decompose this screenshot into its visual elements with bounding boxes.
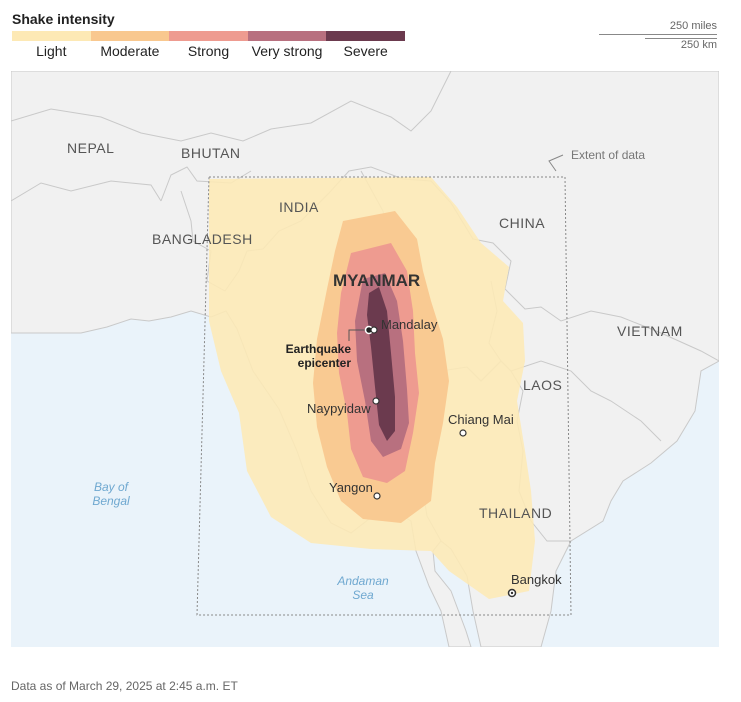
epicenter-label-2: epicenter <box>298 356 352 370</box>
city-label-mandalay: Mandalay <box>381 317 438 332</box>
legend-label-moderate: Moderate <box>100 43 160 59</box>
city-marker-naypyidaw <box>372 397 380 405</box>
legend-label-light: Light <box>36 43 67 59</box>
city-label-naypyidaw: Naypyidaw <box>307 401 371 416</box>
city-marker-mandalay <box>370 326 378 334</box>
legend-label-severe: Severe <box>343 43 388 59</box>
label-india: INDIA <box>279 199 319 215</box>
epicenter-leader-line <box>348 329 369 341</box>
legend-swatch-strong <box>169 31 248 41</box>
scale-km: 250 km <box>680 39 717 51</box>
label-bay-of-bengal-2: Bengal <box>92 494 130 508</box>
legend-swatch-very-strong <box>247 31 327 41</box>
city-marker-bangkok-dot <box>510 591 514 595</box>
scale-miles: 250 miles <box>669 20 717 32</box>
data-timestamp: Data as of March 29, 2025 at 2:45 a.m. E… <box>11 679 238 693</box>
shake-intensity-map: Extent of data NEPAL BHUTAN INDIA BANGLA… <box>10 70 720 648</box>
label-bay-of-bengal-1: Bay of <box>94 480 130 494</box>
label-andaman-sea-1: Andaman <box>336 574 389 588</box>
city-label-bangkok: Bangkok <box>511 572 562 587</box>
scale-bar: 250 miles 250 km <box>599 20 717 51</box>
map-svg: Extent of data NEPAL BHUTAN INDIA BANGLA… <box>10 70 720 648</box>
label-bhutan: BHUTAN <box>181 145 241 161</box>
label-myanmar: MYANMAR <box>333 271 420 290</box>
zone-severe <box>367 287 395 441</box>
extent-leader-line <box>548 154 564 172</box>
label-bangladesh: BANGLADESH <box>152 231 253 247</box>
scale-line-miles <box>599 34 717 35</box>
intensity-legend-bar <box>12 31 405 41</box>
legend-swatch-severe <box>326 31 405 41</box>
extent-of-data-label: Extent of data <box>571 148 645 162</box>
extent-of-data-box <box>196 176 572 616</box>
legend-swatch-moderate <box>90 31 170 41</box>
label-thailand: THAILAND <box>479 505 552 521</box>
legend-swatch-light <box>12 31 91 41</box>
label-china: CHINA <box>499 215 545 231</box>
epicenter-label-1: Earthquake <box>286 342 352 356</box>
legend-labels: Light Moderate Strong Very strong Severe <box>12 43 405 59</box>
label-nepal: NEPAL <box>67 140 114 156</box>
label-andaman-sea-2: Sea <box>352 588 374 602</box>
legend-label-strong: Strong <box>187 43 230 59</box>
city-label-yangon: Yangon <box>329 480 373 495</box>
city-marker-yangon <box>373 492 381 500</box>
label-vietnam: VIETNAM <box>617 323 683 339</box>
scale-line-km <box>645 38 717 39</box>
city-label-chiang-mai: Chiang Mai <box>448 412 514 427</box>
label-laos: LAOS <box>523 377 562 393</box>
legend-title: Shake intensity <box>12 11 115 27</box>
city-marker-chiang-mai <box>459 429 467 437</box>
legend-label-very-strong: Very strong <box>251 43 323 59</box>
